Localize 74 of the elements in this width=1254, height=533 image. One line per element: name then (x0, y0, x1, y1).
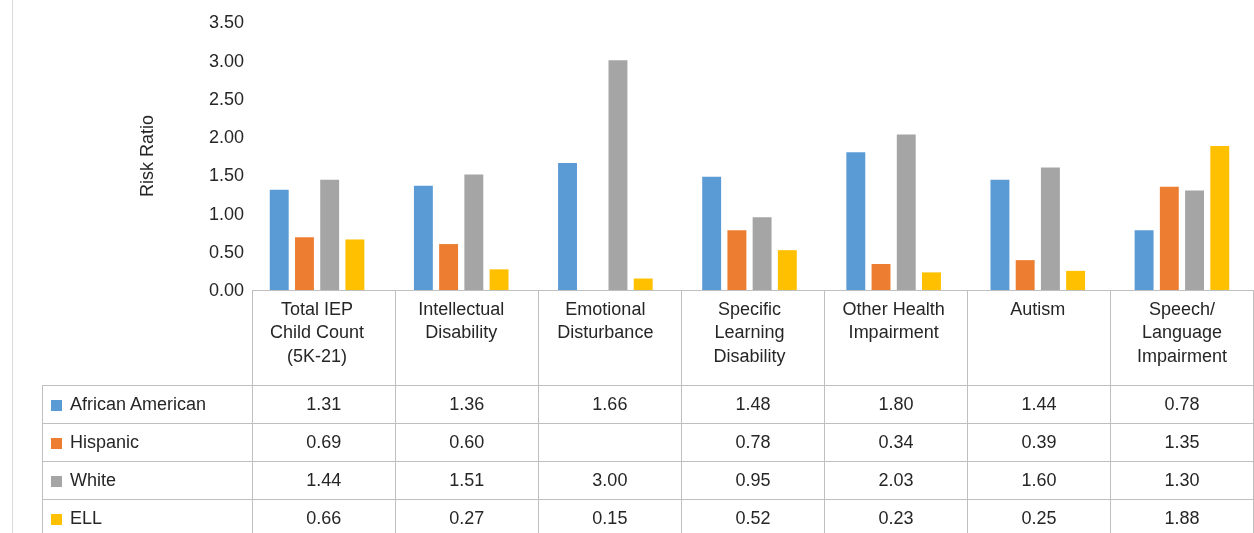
y-tick-label: 1.50 (208, 165, 244, 186)
data-label: 1.30 (1110, 461, 1254, 500)
bar (633, 278, 653, 290)
x-tick-label: Autism (1010, 299, 1066, 319)
legend-label: White (42, 461, 253, 500)
data-label: 0.60 (395, 423, 539, 462)
bar (1210, 146, 1230, 290)
bar (1040, 167, 1060, 290)
data-label: 1.60 (967, 461, 1111, 500)
bar (464, 174, 484, 290)
data-label: 1.36 (395, 385, 539, 424)
bar (608, 60, 628, 290)
bar (752, 217, 772, 290)
x-tick-label: Intellectual Disability (418, 299, 505, 343)
bar (558, 162, 577, 290)
x-tick-label: Other Health Impairment (842, 299, 945, 343)
x-tick-label: Speech/Language Impairment (1136, 299, 1227, 366)
data-label: 0.78 (1110, 385, 1254, 424)
y-tick-label: 3.50 (208, 12, 244, 33)
data-label: 0.34 (824, 423, 968, 462)
data-label: 0.23 (824, 499, 968, 533)
y-tick-label: 1.00 (208, 203, 244, 224)
bar (846, 152, 866, 290)
bar (727, 230, 747, 290)
data-label: 1.51 (395, 461, 539, 500)
data-label: 1.31 (252, 385, 396, 424)
y-tick-label: 0.50 (208, 242, 244, 263)
bar (269, 189, 289, 290)
data-label: 0.39 (967, 423, 1111, 462)
y-axis-title: Risk Ratio (137, 114, 158, 198)
data-label: 0.27 (395, 499, 539, 533)
bar (922, 272, 941, 290)
bar (702, 176, 722, 290)
bar (295, 237, 314, 290)
data-label: 0.69 (252, 423, 396, 462)
bar (777, 250, 797, 290)
y-tick-label: 3.00 (208, 50, 244, 71)
bar (871, 263, 891, 290)
data-label: 0.25 (967, 499, 1111, 533)
data-label: 0.52 (681, 499, 825, 533)
data-label: 1.88 (1110, 499, 1254, 533)
y-tick-label: 2.00 (208, 127, 244, 148)
bar (1134, 230, 1154, 290)
data-label: 1.48 (681, 385, 825, 424)
data-label: 1.35 (1110, 423, 1254, 462)
y-tick-label: 2.50 (208, 88, 244, 109)
bar (439, 244, 459, 290)
data-label: 1.44 (967, 385, 1111, 424)
y-tick-label: 0.00 (208, 280, 244, 301)
legend-label: Hispanic (42, 423, 253, 462)
data-label: 0.78 (681, 423, 825, 462)
bar (489, 269, 509, 290)
bar (345, 239, 365, 290)
data-label: 0.95 (681, 461, 825, 500)
data-label: 1.80 (824, 385, 968, 424)
bar (1015, 260, 1035, 290)
bar (1159, 186, 1179, 290)
data-label: 1.44 (252, 461, 396, 500)
data-label: 1.66 (538, 385, 682, 424)
bar (896, 134, 916, 290)
data-label: 2.03 (824, 461, 968, 500)
bar (990, 179, 1010, 290)
data-label: 0.66 (252, 499, 396, 533)
x-tick-label: Total IEP Child Count (5K-21) (270, 299, 365, 366)
legend-label: ELL (42, 499, 253, 533)
bar (413, 185, 433, 290)
x-tick-label: Emotional Disturbance (557, 299, 654, 343)
bar (1066, 270, 1086, 290)
bar (1185, 190, 1204, 290)
x-tick-label: Specific Learning Disability (713, 299, 786, 366)
bar (320, 179, 340, 290)
data-label: 3.00 (538, 461, 682, 500)
data-label: 0.15 (538, 499, 682, 533)
legend-label: African American (42, 385, 253, 424)
